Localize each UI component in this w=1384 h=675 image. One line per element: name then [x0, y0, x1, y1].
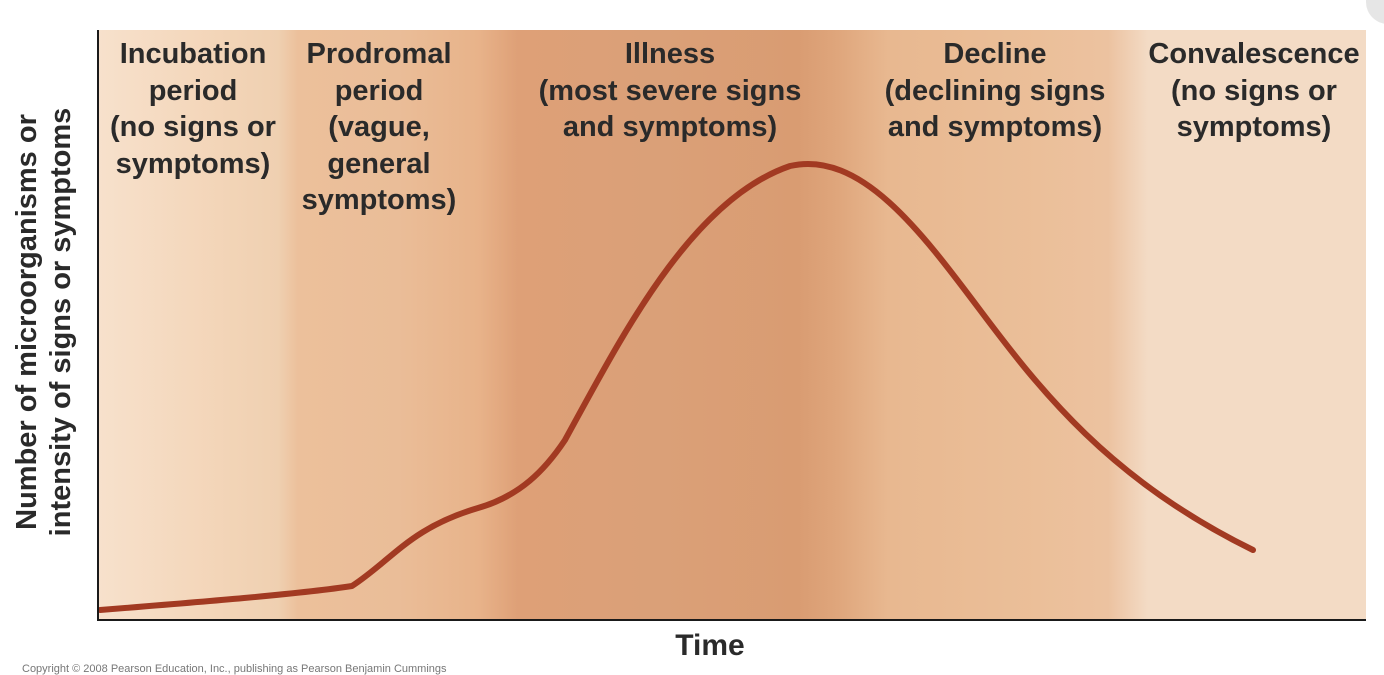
phase-label-incubation: Incubation period (no signs or symptoms): [110, 38, 276, 180]
x-axis-line: [98, 619, 1366, 621]
phase-label-convalescence: Convalescence (no signs or symptoms): [1148, 38, 1360, 143]
phase-label-prodromal: Prodromal period (vague, general symptom…: [301, 38, 457, 216]
diagram-plot-area: [98, 30, 1366, 620]
disease-progression-curve: [97, 161, 1256, 613]
phase-label-decline: Decline (declining signs and symptoms): [884, 38, 1106, 143]
phase-label-illness: Illness (most severe signs and symptoms): [538, 38, 802, 143]
x-axis-label: Time: [675, 629, 745, 662]
copyright-text: Copyright © 2008 Pearson Education, Inc.…: [22, 663, 447, 675]
y-axis-line: [97, 30, 99, 621]
y-axis-label: Number of microorganisms or intensity of…: [11, 107, 77, 537]
